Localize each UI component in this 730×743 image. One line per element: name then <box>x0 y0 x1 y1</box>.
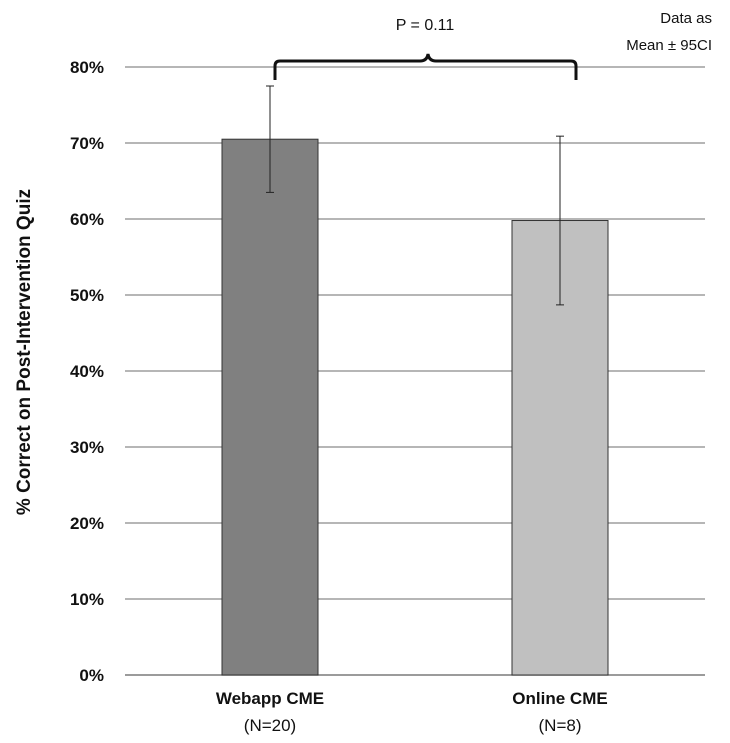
note-line-2: Mean ± 95CI <box>626 37 712 54</box>
x-category-sublabel: (N=20) <box>244 716 296 735</box>
gridlines <box>125 66 705 676</box>
y-tick-labels: 0% 10% 20% 30% 40% 50% 60% 70% 80% <box>70 58 104 685</box>
y-axis-label: % Correct on Post-Intervention Quiz <box>14 189 35 515</box>
significance-bracket <box>273 53 578 80</box>
y-tick-label: 70% <box>70 134 104 153</box>
y-tick-label: 30% <box>70 438 104 457</box>
p-value-label: P = 0.11 <box>396 17 455 34</box>
y-tick-label: 40% <box>70 362 104 381</box>
bar <box>221 138 319 676</box>
x-category-labels: Webapp CME (N=20) Online CME (N=8) <box>216 689 608 735</box>
y-tick-label: 10% <box>70 590 104 609</box>
x-category-label: Webapp CME <box>216 689 324 708</box>
y-tick-label: 50% <box>70 286 104 305</box>
y-tick-label: 0% <box>79 666 104 685</box>
x-category-label: Online CME <box>512 689 607 708</box>
error-bars-group <box>266 85 564 306</box>
bars-group <box>221 138 609 676</box>
y-tick-label: 60% <box>70 210 104 229</box>
note-line-1: Data as <box>660 10 712 27</box>
y-tick-label: 80% <box>70 58 104 77</box>
x-category-sublabel: (N=8) <box>539 716 582 735</box>
y-tick-label: 20% <box>70 514 104 533</box>
